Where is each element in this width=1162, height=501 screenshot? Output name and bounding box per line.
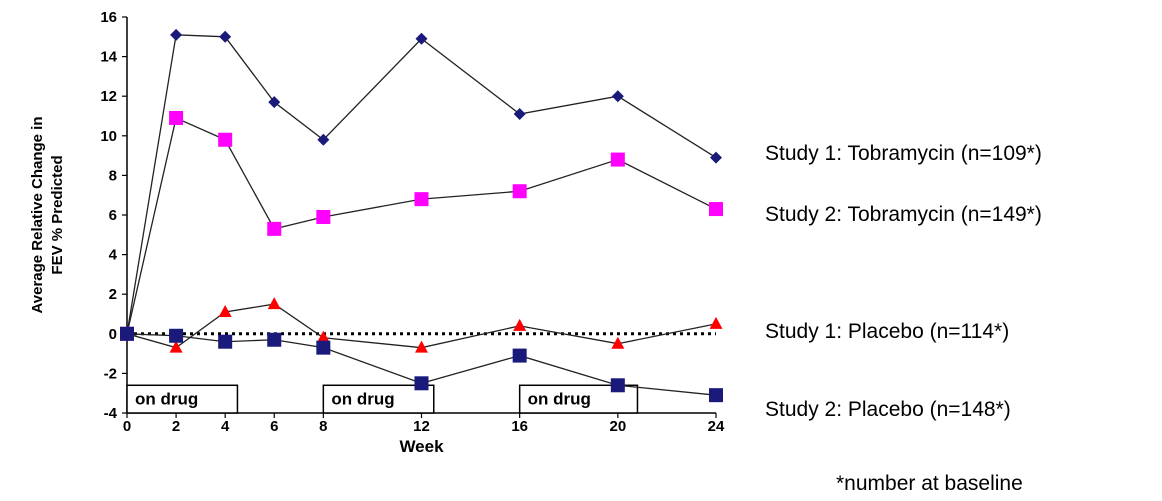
square-marker xyxy=(267,333,281,347)
x-tick-label: 6 xyxy=(270,418,278,435)
series-line xyxy=(127,35,716,334)
legend: Study 1: Tobramycin (n=109*) Study 2: Tob… xyxy=(765,142,1042,421)
y-axis-title-line1: Average Relative Change in xyxy=(29,116,46,313)
x-tick-label: 0 xyxy=(123,418,131,435)
y-tick-label: 0 xyxy=(109,326,117,343)
x-tick-labels: 0 2 4 6 8 12 16 20 24 xyxy=(123,418,725,435)
y-tick-label: 2 xyxy=(109,286,117,303)
y-tick-label: 16 xyxy=(100,9,117,26)
legend-entry: Study 2: Placebo (n=148*) xyxy=(765,398,1011,421)
on-drug-label: on drug xyxy=(135,389,198,408)
on-drug-label: on drug xyxy=(331,389,394,408)
diamond-marker xyxy=(219,31,231,43)
square-marker xyxy=(415,192,429,206)
square-marker xyxy=(169,329,183,343)
square-marker xyxy=(709,388,723,402)
y-tick-label: 10 xyxy=(100,128,117,145)
diamond-marker xyxy=(612,90,624,102)
y-tick-label: 12 xyxy=(100,88,117,105)
series-group xyxy=(120,29,723,402)
on-drug-periods: on drug on drug on drug xyxy=(127,385,637,413)
y-tick-label: 6 xyxy=(109,207,117,224)
square-marker xyxy=(218,133,232,147)
x-axis-title: Week xyxy=(399,437,444,456)
x-tick-label: 12 xyxy=(413,418,430,435)
footnote: *number at baseline xyxy=(836,472,1023,495)
x-tick-label: 16 xyxy=(511,418,528,435)
y-tick-label: 14 xyxy=(100,49,117,66)
y-axis-title: Average Relative Change in FEV % Predict… xyxy=(29,116,66,313)
legend-entry: Study 1: Tobramycin (n=109*) xyxy=(765,142,1042,165)
x-tick-label: 8 xyxy=(319,418,327,435)
square-marker xyxy=(709,202,723,216)
x-tick-label: 2 xyxy=(172,418,180,435)
square-marker xyxy=(267,222,281,236)
square-marker xyxy=(513,349,527,363)
y-tick-label: 8 xyxy=(109,167,117,184)
x-tick-label: 24 xyxy=(708,418,725,435)
legend-entry: Study 1: Placebo (n=114*) xyxy=(765,320,1009,343)
square-marker xyxy=(611,153,625,167)
y-tick-labels: -4 -2 0 2 4 6 8 10 12 14 16 xyxy=(100,9,117,422)
square-marker xyxy=(611,378,625,392)
series-3 xyxy=(121,297,723,353)
series-1 xyxy=(121,29,722,340)
diamond-marker xyxy=(268,96,280,108)
triangle-marker xyxy=(513,319,526,331)
axes xyxy=(122,17,716,418)
triangle-marker xyxy=(710,317,723,329)
series-line xyxy=(127,118,716,334)
square-marker xyxy=(316,210,330,224)
on-drug-label: on drug xyxy=(528,389,591,408)
square-marker xyxy=(513,184,527,198)
x-tick-label: 4 xyxy=(221,418,230,435)
square-marker xyxy=(169,111,183,125)
diamond-marker xyxy=(514,108,526,120)
diamond-marker xyxy=(710,152,722,164)
square-marker xyxy=(120,327,134,341)
y-tick-label: 4 xyxy=(109,247,118,264)
series-2 xyxy=(120,111,723,341)
square-marker xyxy=(316,341,330,355)
square-marker xyxy=(218,335,232,349)
legend-entry: Study 2: Tobramycin (n=149*) xyxy=(765,203,1042,226)
diamond-marker xyxy=(170,29,182,41)
triangle-marker xyxy=(268,297,281,309)
y-tick-label: -4 xyxy=(104,405,118,422)
y-tick-label: -2 xyxy=(104,365,117,382)
x-tick-label: 20 xyxy=(609,418,626,435)
y-axis-title-line2: FEV % Predicted xyxy=(49,155,66,274)
square-marker xyxy=(415,376,429,390)
